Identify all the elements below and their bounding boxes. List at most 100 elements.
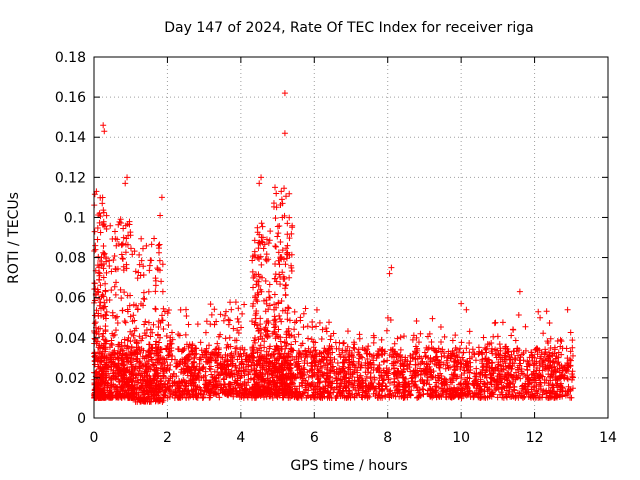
data-point — [553, 376, 560, 383]
data-point — [125, 381, 132, 388]
data-point — [467, 359, 474, 366]
data-point — [124, 306, 131, 313]
data-point — [160, 326, 167, 333]
y-tick-label: 0 — [77, 411, 86, 427]
data-point — [235, 305, 242, 312]
data-point — [95, 269, 102, 276]
data-point — [499, 385, 506, 392]
data-point — [238, 324, 245, 331]
data-point — [134, 275, 141, 282]
data-point — [541, 351, 548, 358]
data-point — [492, 366, 499, 373]
data-point — [323, 328, 330, 335]
data-point — [115, 343, 122, 350]
data-point — [492, 346, 499, 353]
data-point — [481, 380, 488, 387]
data-point — [365, 343, 372, 350]
data-point — [95, 310, 102, 317]
data-point — [550, 384, 557, 391]
data-point — [489, 359, 496, 366]
data-point — [207, 301, 214, 308]
data-point — [524, 367, 531, 374]
data-point — [432, 374, 439, 381]
data-point — [96, 264, 103, 271]
data-point — [316, 385, 323, 392]
data-point — [440, 391, 447, 398]
data-point — [350, 380, 357, 387]
data-point — [202, 329, 209, 336]
data-point — [498, 379, 505, 386]
data-point — [227, 356, 234, 363]
data-point — [127, 359, 134, 366]
data-point — [165, 352, 172, 359]
data-point — [514, 366, 521, 373]
data-point — [412, 381, 419, 388]
data-point — [124, 337, 131, 344]
data-point — [145, 288, 152, 295]
data-point — [222, 335, 229, 342]
data-point — [368, 379, 375, 386]
data-point — [281, 90, 288, 97]
data-point — [237, 374, 244, 381]
data-point — [466, 340, 473, 347]
data-point — [101, 393, 108, 400]
data-point — [304, 369, 311, 376]
data-point — [492, 319, 499, 326]
data-point — [202, 380, 209, 387]
data-point — [249, 359, 256, 366]
data-point — [95, 253, 102, 260]
data-point — [540, 330, 547, 337]
data-point — [96, 270, 103, 277]
data-point — [194, 321, 201, 328]
data-point — [522, 323, 529, 330]
data-point — [436, 364, 443, 371]
data-point — [463, 306, 470, 313]
data-point — [516, 362, 523, 369]
data-point — [93, 307, 100, 314]
data-point — [214, 340, 221, 347]
data-point — [395, 379, 402, 386]
x-tick-label: 10 — [452, 430, 470, 446]
data-point — [141, 355, 148, 362]
data-point — [93, 368, 100, 375]
data-point — [126, 218, 133, 225]
data-point — [424, 373, 431, 380]
data-point — [394, 367, 401, 374]
data-point — [568, 394, 575, 401]
data-point — [119, 307, 126, 314]
data-point — [272, 261, 279, 268]
data-point — [126, 302, 133, 309]
data-point — [398, 354, 405, 361]
data-point — [567, 329, 574, 336]
data-point — [163, 332, 170, 339]
data-point — [549, 352, 556, 359]
data-point — [515, 312, 522, 319]
data-point — [330, 363, 337, 370]
data-point — [258, 220, 265, 227]
data-point — [399, 371, 406, 378]
data-point — [383, 327, 390, 334]
data-point — [123, 235, 130, 242]
y-tick-label: 0.12 — [55, 170, 86, 186]
data-point — [238, 382, 245, 389]
data-point — [160, 305, 167, 312]
data-point — [402, 356, 409, 363]
data-point — [175, 346, 182, 353]
data-point — [397, 357, 404, 364]
data-point — [222, 386, 229, 393]
data-point — [128, 331, 135, 338]
data-point — [245, 371, 252, 378]
data-point — [339, 359, 346, 366]
data-point — [117, 346, 124, 353]
data-point — [191, 370, 198, 377]
data-point — [300, 310, 307, 317]
data-point — [499, 319, 506, 326]
data-point — [102, 364, 109, 371]
data-point — [222, 312, 229, 319]
data-point — [313, 323, 320, 330]
data-point — [448, 353, 455, 360]
data-point — [106, 262, 113, 269]
data-point — [471, 370, 478, 377]
data-point — [496, 341, 503, 348]
data-point — [512, 337, 519, 344]
